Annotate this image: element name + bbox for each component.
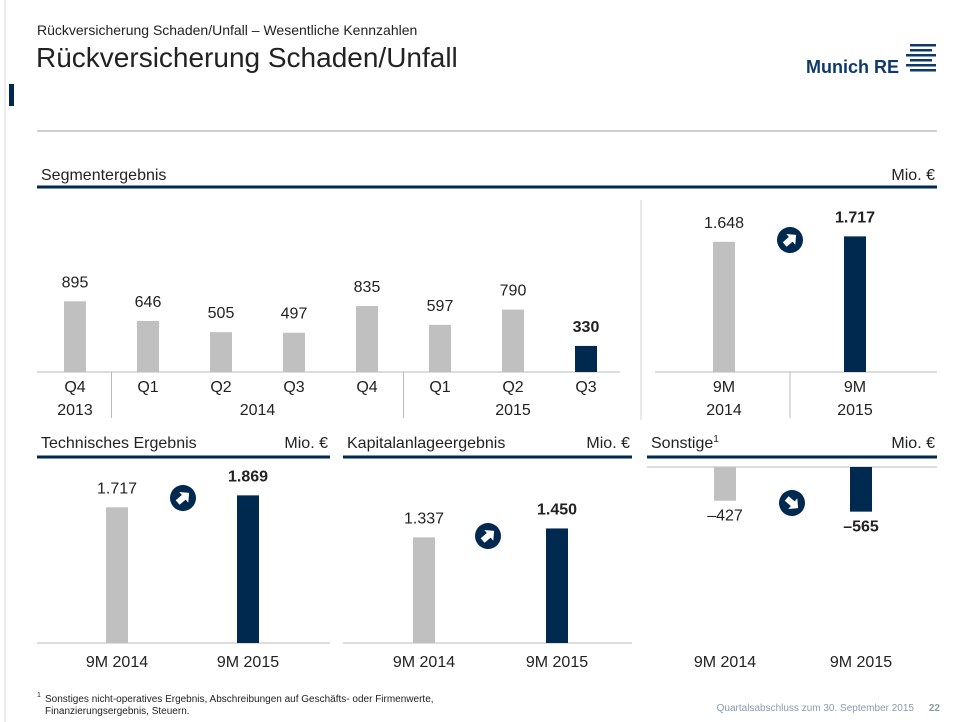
value-label: 1.450	[537, 501, 577, 518]
value-label: 835	[354, 279, 381, 296]
trend-arrow	[175, 491, 190, 505]
section-title: Segmentergebnis	[41, 167, 166, 184]
category-label: Q4	[64, 379, 85, 396]
category-line: 2014	[706, 402, 742, 419]
category-label: Q2	[502, 379, 523, 396]
bar	[713, 241, 735, 372]
category-label: 9M 2014	[694, 654, 756, 671]
section-rule	[37, 185, 937, 189]
trend-arrow	[784, 496, 799, 510]
trend-icon	[475, 523, 501, 549]
logo-icon	[906, 44, 936, 72]
edge-marker	[9, 84, 14, 106]
trend-icon	[779, 490, 805, 516]
bar	[575, 345, 597, 372]
category-line: 9M	[844, 379, 866, 396]
section-title-text: Segmentergebnis	[41, 167, 166, 184]
category-label: Q1	[137, 379, 158, 396]
group-label: 2013	[57, 402, 93, 419]
value-label: 895	[62, 274, 89, 291]
category-label: Q1	[429, 379, 450, 396]
value-label: 1.337	[404, 510, 444, 527]
category-line: 2015	[837, 402, 873, 419]
section-rule	[647, 455, 937, 459]
kicker: Rückversicherung Schaden/Unfall – Wesent…	[37, 22, 417, 38]
section-title: Technisches Ergebnis	[41, 435, 197, 452]
bar	[546, 528, 568, 643]
bar	[210, 332, 232, 372]
section-title-text: Sonstige	[651, 435, 713, 452]
category-label: 9M 2015	[217, 654, 279, 671]
superscript: 1	[713, 434, 719, 445]
category-label: 9M 2014	[86, 654, 148, 671]
category-label: Q3	[283, 379, 304, 396]
bar	[137, 320, 159, 372]
unit-label: Mio. €	[284, 435, 328, 452]
value-label: 1.869	[228, 468, 268, 485]
footnote-marker: 1	[37, 692, 41, 699]
value-label: –427	[707, 508, 743, 525]
bar	[356, 306, 378, 372]
bar	[64, 301, 86, 372]
value-label: 646	[135, 294, 162, 311]
value-label: 790	[500, 283, 527, 300]
category-label: 9M 2015	[830, 654, 892, 671]
unit-label: Mio. €	[586, 435, 630, 452]
value-label: 1.717	[97, 480, 137, 497]
category-label: Q2	[210, 379, 231, 396]
bar	[850, 467, 872, 512]
group-label: 2014	[240, 402, 276, 419]
unit-label: Mio. €	[891, 435, 935, 452]
footnote-line: Sonstiges nicht-operatives Ergebnis, Abs…	[45, 694, 434, 705]
category-label: 9M 2015	[526, 654, 588, 671]
value-label: 505	[208, 305, 235, 322]
value-label: 330	[573, 319, 600, 336]
footnote-line: Finanzierungsergebnis, Steuern.	[45, 706, 190, 717]
bar	[502, 309, 524, 372]
slide-title: Rückversicherung Schaden/Unfall	[36, 42, 458, 73]
value-label: –565	[843, 519, 879, 536]
category-label: Q3	[575, 379, 596, 396]
bar	[413, 537, 435, 643]
trend-icon	[777, 227, 803, 253]
group-label: 2015	[495, 402, 531, 419]
category-label: 9M 2014	[706, 379, 742, 419]
section-title-text: Technisches Ergebnis	[41, 435, 197, 452]
value-label: 1.648	[704, 215, 744, 232]
value-label: 497	[281, 306, 308, 323]
section-rule	[37, 455, 330, 459]
bar	[429, 324, 451, 372]
bar	[844, 236, 866, 372]
page-number: 22	[929, 703, 941, 714]
value-label: 1.717	[835, 209, 875, 226]
value-label: 597	[427, 298, 454, 315]
category-line: 9M	[713, 379, 735, 396]
bar	[106, 507, 128, 643]
trend-arrow	[480, 529, 495, 543]
footnote: 1	[37, 692, 41, 699]
bar	[283, 332, 305, 372]
bar	[714, 467, 736, 501]
section-title: Sonstige1	[651, 434, 719, 452]
footer-source: Quartalsabschluss zum 30. September 2015	[717, 703, 915, 714]
bar	[237, 495, 259, 643]
trend-arrow	[782, 233, 797, 247]
trend-icon	[170, 485, 196, 511]
logo-text: Munich RE	[806, 57, 899, 77]
unit-label: Mio. €	[891, 167, 935, 184]
section-title-text: Kapitalanlageergebnis	[347, 435, 505, 452]
section-title: Kapitalanlageergebnis	[347, 435, 505, 452]
category-label: 9M 2015	[837, 379, 873, 419]
section-rule	[343, 455, 632, 459]
category-label: Q4	[356, 379, 377, 396]
category-label: 9M 2014	[393, 654, 455, 671]
